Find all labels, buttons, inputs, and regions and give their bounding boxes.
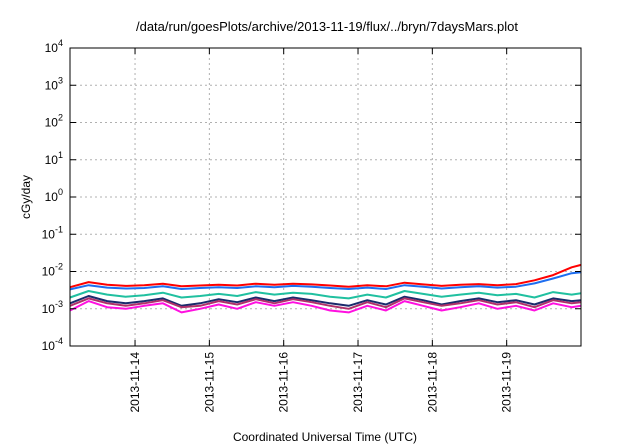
y-tick-label: 10-2 xyxy=(42,262,63,279)
series-line-1 xyxy=(69,263,582,289)
series-line-3 xyxy=(69,290,582,300)
x-axis: 2013-11-14 2013-11-15 2013-11-16 2013-11-17… xyxy=(128,48,514,413)
x-tick-label: 2013-11-14 xyxy=(128,352,142,413)
y-tick-base: 10 xyxy=(45,190,59,204)
chart-title: /data/run/goesPlots/archive/2013-11-19/f… xyxy=(136,19,518,34)
y-tick-exponent: -4 xyxy=(55,336,63,346)
y-tick-label: 10-4 xyxy=(42,336,63,353)
series-line-6 xyxy=(69,300,582,314)
y-tick-label: 102 xyxy=(45,113,63,130)
y-tick-exponent: 4 xyxy=(58,38,63,48)
x-tick-label: 2013-11-19 xyxy=(500,352,514,413)
y-tick-exponent: -1 xyxy=(55,224,63,234)
y-axis-label: cGy/day xyxy=(19,175,33,219)
x-tick-label: 2013-11-18 xyxy=(425,352,439,413)
x-tick-label: 2013-11-17 xyxy=(351,352,365,413)
y-tick-base: 10 xyxy=(42,339,56,353)
y-tick-base: 10 xyxy=(45,41,59,55)
y-tick-exponent: 2 xyxy=(58,113,63,123)
y-tick-base: 10 xyxy=(45,153,59,167)
series-line-5 xyxy=(69,297,582,310)
y-tick-label: 10-1 xyxy=(42,224,63,241)
y-tick-base: 10 xyxy=(45,116,59,130)
series-line-2 xyxy=(69,271,582,291)
y-tick-base: 10 xyxy=(45,78,59,92)
y-tick-exponent: -2 xyxy=(55,262,63,272)
series-group xyxy=(69,263,582,314)
x-axis-label: Coordinated Universal Time (UTC) xyxy=(233,430,417,444)
y-tick-label: 101 xyxy=(45,150,63,167)
grid xyxy=(70,48,581,346)
y-tick-exponent: -3 xyxy=(55,299,63,309)
y-tick-base: 10 xyxy=(42,227,56,241)
y-tick-label: 104 xyxy=(45,38,63,55)
y-tick-exponent: 0 xyxy=(58,187,63,197)
y-tick-label: 10-3 xyxy=(42,299,63,316)
y-tick-exponent: 3 xyxy=(58,75,63,85)
x-tick-label: 2013-11-15 xyxy=(202,352,216,413)
series-line-4 xyxy=(69,295,582,307)
y-tick-base: 10 xyxy=(42,265,56,279)
x-tick-label: 2013-11-16 xyxy=(277,352,291,413)
y-tick-label: 103 xyxy=(45,75,63,92)
y-tick-exponent: 1 xyxy=(58,150,63,160)
y-tick-base: 10 xyxy=(42,302,56,316)
y-tick-label: 100 xyxy=(45,187,63,204)
